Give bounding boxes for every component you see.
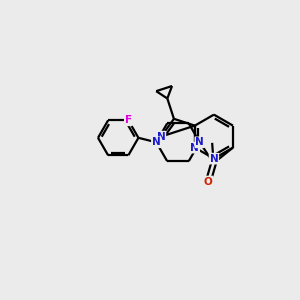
Text: N: N: [195, 137, 204, 147]
Text: N: N: [209, 154, 218, 164]
Text: N: N: [157, 132, 165, 142]
Text: N: N: [152, 137, 161, 147]
Text: O: O: [204, 176, 213, 187]
Text: F: F: [125, 115, 132, 125]
Text: N: N: [190, 142, 199, 153]
